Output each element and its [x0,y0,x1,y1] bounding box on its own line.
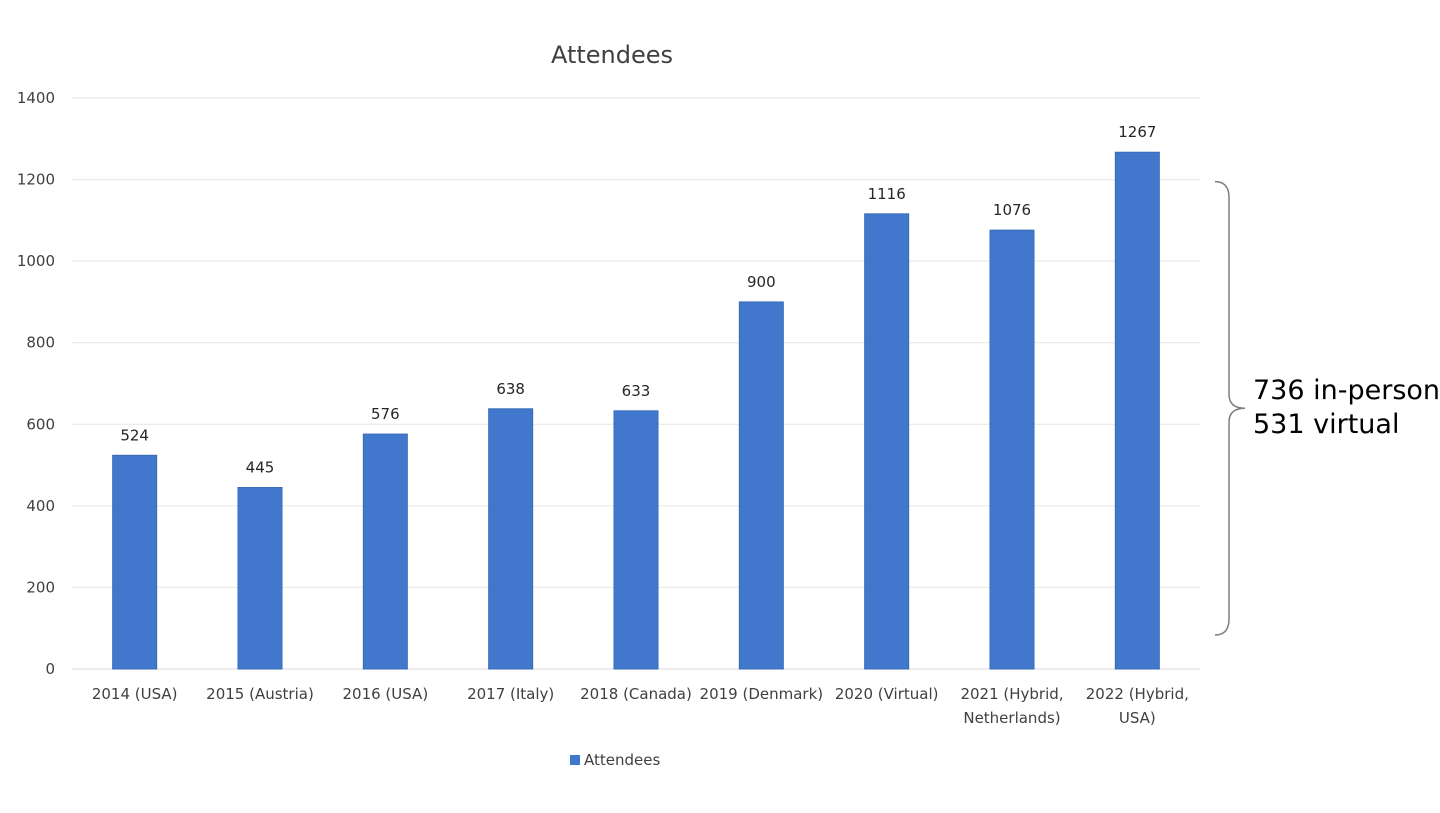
data-label: 633 [622,382,651,400]
bar [362,433,408,670]
x-category-label: 2016 (USA) [342,685,428,703]
data-label: 445 [246,459,275,477]
legend-label: Attendees [584,751,660,769]
bar [864,213,910,670]
data-label: 576 [371,405,400,423]
x-category-label: 2015 (Austria) [206,685,314,703]
legend-swatch [570,755,580,765]
y-tick-label: 400 [26,497,55,515]
data-label: 524 [120,426,149,444]
bar [1114,151,1160,670]
bar [112,454,158,670]
bar [237,487,283,670]
x-category-label: 2020 (Virtual) [835,685,939,703]
y-tick-label: 800 [26,334,55,352]
data-label: 1076 [993,201,1031,219]
y-tick-label: 1000 [17,252,55,270]
bars [112,151,1160,670]
bar [613,410,659,670]
x-category-label: 2017 (Italy) [467,685,554,703]
x-category-label: 2022 (Hybrid, [1086,685,1189,703]
bar [738,301,784,670]
y-tick-label: 200 [26,578,55,596]
data-labels: 524 445 576 638 633 900 1116 1076 1267 [120,123,1156,476]
y-tick-label: 0 [45,660,55,678]
bar [989,229,1035,670]
x-category-label: 2021 (Hybrid, [960,685,1063,703]
x-axis-categories: 2014 (USA) 2015 (Austria) 2016 (USA) 2017 (… [92,685,1189,727]
x-category-label: USA) [1119,709,1156,727]
y-tick-label: 1200 [17,171,55,189]
x-category-label: Netherlands) [963,709,1060,727]
annotation: 736 in-person 531 virtual [1214,180,1440,636]
annotation-line-2: 531 virtual [1253,409,1399,440]
y-tick-label: 1400 [17,89,55,107]
legend: Attendees [570,751,660,769]
x-category-label: 2018 (Canada) [580,685,692,703]
data-label: 900 [747,273,776,291]
y-tick-label: 600 [26,415,55,433]
curly-brace [1214,180,1246,636]
x-category-label: 2014 (USA) [92,685,178,703]
x-category-label: 2019 (Denmark) [700,685,824,703]
annotation-line-1: 736 in-person [1253,375,1440,406]
data-label: 1267 [1118,123,1156,141]
data-label: 1116 [868,185,906,203]
data-label: 638 [496,380,525,398]
bar [488,408,534,670]
chart-title: Attendees [551,41,673,69]
y-axis-ticks: 0 200 400 600 800 1000 1200 1400 [17,89,55,678]
